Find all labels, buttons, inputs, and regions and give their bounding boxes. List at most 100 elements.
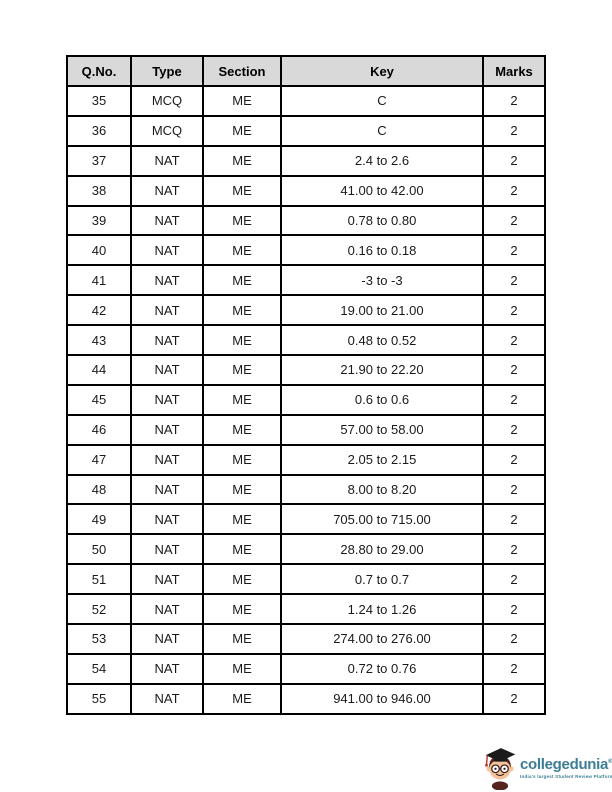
collegedunia-logo: collegedunia® India's largest Student Re… — [482, 743, 612, 791]
table-header-row: Q.No. Type Section Key Marks — [66, 55, 546, 87]
cell-key: 1.24 to 1.26 — [280, 593, 484, 626]
cell-section: ME — [202, 294, 282, 327]
cell-key: 0.72 to 0.76 — [280, 652, 484, 685]
logo-name: collegedunia — [520, 756, 609, 774]
cell-section: ME — [202, 413, 282, 446]
column-header-key: Key — [280, 55, 484, 87]
table-row: 47 NAT ME 2.05 to 2.15 2 — [66, 443, 546, 476]
table-row: 38 NAT ME 41.00 to 42.00 2 — [66, 174, 546, 207]
cell-qno: 45 — [66, 383, 132, 416]
graduate-mascot-icon — [485, 748, 516, 790]
cell-qno: 35 — [66, 85, 132, 117]
cell-type: NAT — [130, 264, 204, 297]
cell-type: NAT — [130, 383, 204, 416]
cell-key: 57.00 to 58.00 — [280, 413, 484, 446]
cell-marks: 2 — [482, 473, 546, 506]
table-row: 44 NAT ME 21.90 to 22.20 2 — [66, 354, 546, 386]
cell-qno: 41 — [66, 264, 132, 297]
cell-type: NAT — [130, 324, 204, 357]
cell-marks: 2 — [482, 383, 546, 416]
table-row: 42 NAT ME 19.00 to 21.00 2 — [66, 294, 546, 327]
logo-wordmark: collegedunia® — [520, 755, 612, 772]
table-row: 49 NAT ME 705.00 to 715.00 2 — [66, 503, 546, 536]
cell-key: 0.7 to 0.7 — [280, 563, 484, 596]
cell-section: ME — [202, 682, 282, 715]
cell-type: NAT — [130, 593, 204, 626]
cell-marks: 2 — [482, 563, 546, 596]
answer-key-table: Q.No. Type Section Key Marks 35 MCQ ME C… — [66, 55, 546, 715]
cell-key: C — [280, 114, 484, 147]
cell-qno: 36 — [66, 114, 132, 147]
cell-qno: 54 — [66, 652, 132, 685]
cell-qno: 53 — [66, 623, 132, 655]
cell-section: ME — [202, 324, 282, 357]
cell-qno: 48 — [66, 473, 132, 506]
cell-type: NAT — [130, 413, 204, 446]
cell-section: ME — [202, 85, 282, 117]
cell-marks: 2 — [482, 294, 546, 327]
cell-key: 28.80 to 29.00 — [280, 533, 484, 566]
cell-marks: 2 — [482, 264, 546, 297]
cell-type: NAT — [130, 652, 204, 685]
cell-key: 0.78 to 0.80 — [280, 204, 484, 237]
cell-marks: 2 — [482, 593, 546, 626]
cell-marks: 2 — [482, 443, 546, 476]
cell-type: MCQ — [130, 114, 204, 147]
cell-qno: 38 — [66, 174, 132, 207]
cell-section: ME — [202, 234, 282, 267]
cell-section: ME — [202, 204, 282, 237]
cell-type: NAT — [130, 354, 204, 386]
cell-section: ME — [202, 503, 282, 536]
cell-key: 21.90 to 22.20 — [280, 354, 484, 386]
cell-section: ME — [202, 114, 282, 147]
cell-qno: 39 — [66, 204, 132, 237]
cell-key: 0.48 to 0.52 — [280, 324, 484, 357]
logo-tagline: India's largest Student Review Platform — [520, 773, 612, 779]
cell-key: 941.00 to 946.00 — [280, 682, 484, 715]
cell-marks: 2 — [482, 114, 546, 147]
cell-section: ME — [202, 623, 282, 655]
cell-type: NAT — [130, 174, 204, 207]
cell-qno: 46 — [66, 413, 132, 446]
cell-key: 41.00 to 42.00 — [280, 174, 484, 207]
cell-section: ME — [202, 264, 282, 297]
table-row: 35 MCQ ME C 2 — [66, 85, 546, 117]
table-row: 46 NAT ME 57.00 to 58.00 2 — [66, 413, 546, 446]
cell-type: NAT — [130, 533, 204, 566]
cell-qno: 49 — [66, 503, 132, 536]
cell-type: NAT — [130, 234, 204, 267]
cell-section: ME — [202, 563, 282, 596]
cell-qno: 42 — [66, 294, 132, 327]
cell-key: C — [280, 85, 484, 117]
cell-section: ME — [202, 652, 282, 685]
table-row: 40 NAT ME 0.16 to 0.18 2 — [66, 234, 546, 267]
cell-marks: 2 — [482, 204, 546, 237]
table-row: 53 NAT ME 274.00 to 276.00 2 — [66, 623, 546, 655]
table-row: 45 NAT ME 0.6 to 0.6 2 — [66, 383, 546, 416]
cell-marks: 2 — [482, 652, 546, 685]
cell-type: NAT — [130, 204, 204, 237]
cell-marks: 2 — [482, 413, 546, 446]
cell-section: ME — [202, 593, 282, 626]
cell-key: 19.00 to 21.00 — [280, 294, 484, 327]
cell-qno: 37 — [66, 144, 132, 177]
cell-marks: 2 — [482, 503, 546, 536]
cell-type: NAT — [130, 294, 204, 327]
cell-marks: 2 — [482, 533, 546, 566]
table-row: 37 NAT ME 2.4 to 2.6 2 — [66, 144, 546, 177]
cell-type: NAT — [130, 623, 204, 655]
cell-key: 705.00 to 715.00 — [280, 503, 484, 536]
table-row: 55 NAT ME 941.00 to 946.00 2 — [66, 682, 546, 715]
cell-section: ME — [202, 174, 282, 207]
cell-section: ME — [202, 443, 282, 476]
column-header-qno: Q.No. — [66, 55, 132, 87]
table-row: 48 NAT ME 8.00 to 8.20 2 — [66, 473, 546, 506]
cell-key: 2.4 to 2.6 — [280, 144, 484, 177]
column-header-section: Section — [202, 55, 282, 87]
cell-type: NAT — [130, 682, 204, 715]
cell-key: 0.6 to 0.6 — [280, 383, 484, 416]
cell-qno: 44 — [66, 354, 132, 386]
cell-qno: 50 — [66, 533, 132, 566]
cell-qno: 51 — [66, 563, 132, 596]
